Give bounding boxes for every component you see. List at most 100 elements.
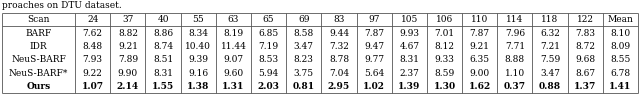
Text: 8.59: 8.59: [435, 69, 454, 77]
Text: 8.34: 8.34: [188, 28, 208, 38]
Text: 6.78: 6.78: [611, 69, 630, 77]
Text: 9.93: 9.93: [399, 28, 419, 38]
Text: 7.19: 7.19: [259, 42, 278, 51]
Text: 7.93: 7.93: [83, 55, 103, 64]
Text: 8.78: 8.78: [329, 55, 349, 64]
Text: 1.30: 1.30: [433, 82, 456, 91]
Text: 2.95: 2.95: [328, 82, 350, 91]
Text: 2.37: 2.37: [399, 69, 419, 77]
Text: 1.55: 1.55: [152, 82, 174, 91]
Text: Mean: Mean: [607, 15, 634, 24]
Text: 8.09: 8.09: [611, 42, 630, 51]
Text: 7.04: 7.04: [329, 69, 349, 77]
Text: 55: 55: [193, 15, 204, 24]
Text: Scan: Scan: [28, 15, 50, 24]
Text: 8.10: 8.10: [611, 28, 630, 38]
Text: 7.96: 7.96: [505, 28, 525, 38]
Text: 4.67: 4.67: [399, 42, 419, 51]
Text: 7.59: 7.59: [540, 55, 560, 64]
Text: 97: 97: [369, 15, 380, 24]
Text: 8.74: 8.74: [153, 42, 173, 51]
Text: 9.60: 9.60: [223, 69, 243, 77]
Text: NeuS-BARF*: NeuS-BARF*: [9, 69, 68, 77]
Text: 7.71: 7.71: [505, 42, 525, 51]
Text: 118: 118: [541, 15, 559, 24]
Text: 9.22: 9.22: [83, 69, 102, 77]
Text: 1.39: 1.39: [398, 82, 420, 91]
Text: 1.62: 1.62: [468, 82, 491, 91]
Text: 8.31: 8.31: [399, 55, 419, 64]
Text: 8.58: 8.58: [294, 28, 314, 38]
Text: 1.37: 1.37: [574, 82, 596, 91]
Text: BARF: BARF: [26, 28, 52, 38]
Text: 40: 40: [157, 15, 169, 24]
Text: 9.77: 9.77: [364, 55, 384, 64]
Text: 63: 63: [228, 15, 239, 24]
Text: 0.37: 0.37: [504, 82, 526, 91]
Text: 8.19: 8.19: [223, 28, 243, 38]
Text: 2.14: 2.14: [117, 82, 139, 91]
Text: 7.01: 7.01: [435, 28, 454, 38]
Text: 5.64: 5.64: [364, 69, 384, 77]
Text: 10.40: 10.40: [186, 42, 211, 51]
Text: 8.23: 8.23: [294, 55, 314, 64]
Text: 9.47: 9.47: [364, 42, 384, 51]
Text: 9.39: 9.39: [188, 55, 208, 64]
Text: 2.03: 2.03: [258, 82, 280, 91]
Text: 8.88: 8.88: [505, 55, 525, 64]
Text: 8.53: 8.53: [259, 55, 278, 64]
Text: 7.89: 7.89: [118, 55, 138, 64]
Text: 0.88: 0.88: [539, 82, 561, 91]
Text: 1.41: 1.41: [609, 82, 632, 91]
Text: 24: 24: [87, 15, 99, 24]
Text: 9.33: 9.33: [435, 55, 454, 64]
Text: 1.07: 1.07: [82, 82, 104, 91]
Text: 8.51: 8.51: [153, 55, 173, 64]
Text: 7.87: 7.87: [470, 28, 490, 38]
Text: 1.10: 1.10: [505, 69, 525, 77]
Text: 9.68: 9.68: [575, 55, 595, 64]
Text: 114: 114: [506, 15, 524, 24]
Text: 83: 83: [333, 15, 345, 24]
Text: 8.48: 8.48: [83, 42, 103, 51]
Text: proaches on DTU dataset.: proaches on DTU dataset.: [2, 1, 122, 10]
Text: 37: 37: [122, 15, 134, 24]
Text: 11.44: 11.44: [221, 42, 246, 51]
Text: 9.07: 9.07: [223, 55, 243, 64]
Text: 8.12: 8.12: [435, 42, 454, 51]
Text: 3.75: 3.75: [294, 69, 314, 77]
Text: 7.83: 7.83: [575, 28, 595, 38]
Text: 1.02: 1.02: [363, 82, 385, 91]
Text: 106: 106: [436, 15, 453, 24]
Text: 65: 65: [263, 15, 275, 24]
Text: 7.21: 7.21: [540, 42, 560, 51]
Text: 8.82: 8.82: [118, 28, 138, 38]
Text: Ours: Ours: [26, 82, 51, 91]
Text: 7.62: 7.62: [83, 28, 103, 38]
Text: 6.32: 6.32: [540, 28, 560, 38]
Text: 105: 105: [401, 15, 418, 24]
Text: NeuS-BARF: NeuS-BARF: [11, 55, 66, 64]
Text: 9.16: 9.16: [188, 69, 209, 77]
Text: 6.85: 6.85: [259, 28, 279, 38]
Text: 7.32: 7.32: [329, 42, 349, 51]
Text: 9.21: 9.21: [470, 42, 490, 51]
Text: 7.87: 7.87: [364, 28, 384, 38]
Text: 122: 122: [577, 15, 594, 24]
Text: 110: 110: [471, 15, 488, 24]
Text: IDR: IDR: [29, 42, 47, 51]
Text: 9.21: 9.21: [118, 42, 138, 51]
Text: 8.67: 8.67: [575, 69, 595, 77]
Text: 5.94: 5.94: [259, 69, 279, 77]
Text: 9.00: 9.00: [470, 69, 490, 77]
Text: 8.72: 8.72: [575, 42, 595, 51]
Text: 8.86: 8.86: [153, 28, 173, 38]
Text: 8.31: 8.31: [153, 69, 173, 77]
Text: 6.35: 6.35: [470, 55, 490, 64]
Text: 1.31: 1.31: [222, 82, 244, 91]
Text: 3.47: 3.47: [540, 69, 560, 77]
Text: 69: 69: [298, 15, 310, 24]
Text: 1.38: 1.38: [187, 82, 209, 91]
Text: 3.47: 3.47: [294, 42, 314, 51]
Text: 9.44: 9.44: [329, 28, 349, 38]
